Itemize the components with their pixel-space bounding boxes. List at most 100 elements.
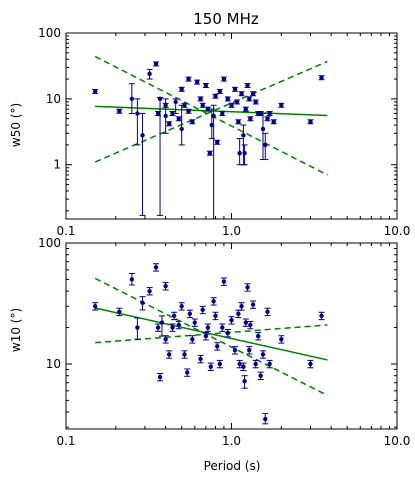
data-point	[117, 309, 122, 314]
data-point	[147, 288, 152, 294]
data-point	[243, 320, 248, 325]
x-tick-label: 1.0	[222, 224, 241, 238]
data-point	[171, 313, 177, 319]
data-point	[208, 364, 214, 369]
data-point	[140, 300, 145, 306]
data-point	[157, 374, 163, 380]
x-tick-label: 10.0	[384, 224, 411, 238]
data-point	[187, 311, 193, 316]
plot-content	[92, 55, 328, 219]
x-tick-label: 0.1	[56, 434, 75, 448]
confidence-line	[94, 60, 328, 163]
data-point	[192, 320, 197, 325]
data-point	[265, 309, 270, 314]
data-point	[247, 347, 252, 353]
data-point	[217, 361, 223, 367]
chart-title: 150 MHz	[193, 10, 259, 28]
data-point	[157, 96, 163, 102]
data-point	[260, 126, 266, 132]
data-point	[163, 103, 168, 108]
y-tick-label: 1	[53, 158, 61, 172]
data-point	[170, 325, 175, 330]
data-point	[203, 333, 209, 339]
y-axis-label: w50 (°)	[9, 103, 23, 147]
data-point	[159, 320, 165, 325]
data-point	[250, 302, 256, 307]
data-point	[200, 307, 205, 313]
data-point	[229, 318, 234, 323]
chart-w10: w10 (°) Period (s) 0.1 1.0 10.0 10 100	[9, 236, 410, 473]
data-point	[200, 103, 205, 108]
data-point	[203, 83, 209, 88]
y-tick-label: 10	[46, 357, 61, 371]
data-point	[253, 99, 258, 105]
data-point	[220, 325, 225, 330]
data-point	[163, 283, 168, 289]
data-point	[117, 108, 122, 114]
data-point	[267, 361, 272, 367]
data-point	[182, 103, 187, 108]
data-point	[170, 111, 175, 116]
confidence-line	[94, 277, 328, 397]
data-point	[253, 361, 258, 367]
data-point	[182, 352, 187, 357]
data-point	[135, 325, 140, 330]
data-point	[242, 379, 247, 384]
data-point	[179, 126, 184, 132]
data-point	[247, 96, 252, 102]
data-point	[166, 352, 172, 357]
data-point	[265, 116, 270, 121]
data-point	[217, 89, 223, 94]
data-point	[153, 265, 159, 270]
data-point	[176, 116, 181, 121]
data-point	[241, 133, 246, 138]
data-point	[129, 277, 135, 282]
data-point	[176, 322, 181, 328]
data-point	[213, 313, 218, 319]
data-point	[185, 370, 190, 375]
data-point	[211, 299, 216, 304]
y-axis-label: w10 (°)	[9, 308, 23, 352]
data-point	[215, 139, 220, 145]
data-point	[250, 91, 256, 96]
data-point	[225, 96, 231, 102]
y-tick-label: 10	[46, 92, 61, 106]
x-tick-label: 10.0	[384, 434, 411, 448]
data-point	[190, 119, 195, 124]
data-point	[205, 325, 211, 330]
data-point	[135, 111, 140, 116]
data-point	[173, 99, 178, 105]
data-point	[236, 311, 241, 316]
data-point	[166, 121, 172, 126]
data-point	[232, 347, 238, 353]
data-point	[153, 61, 159, 67]
data-point	[92, 89, 98, 94]
data-point	[186, 76, 191, 82]
data-point	[190, 337, 195, 342]
data-point	[319, 75, 324, 80]
data-point	[155, 325, 161, 330]
data-point	[236, 119, 241, 124]
plot-area-w10: 0.1 1.0 10.0 10 100	[38, 236, 410, 448]
data-point	[129, 96, 135, 102]
data-point	[179, 87, 184, 92]
confidence-line	[95, 324, 328, 344]
x-axis-label: Period (s)	[204, 459, 261, 473]
y-tick-label: 100	[38, 236, 61, 250]
data-point	[213, 93, 218, 99]
data-point	[232, 87, 238, 92]
data-point	[237, 150, 242, 156]
data-point	[279, 103, 284, 108]
data-point	[234, 99, 240, 105]
data-point	[319, 313, 324, 319]
fit-line	[94, 307, 328, 361]
data-point	[243, 106, 248, 112]
data-point	[209, 122, 214, 128]
data-point	[229, 103, 234, 108]
data-point	[308, 361, 313, 367]
data-point	[239, 91, 244, 96]
y-tick-label: 100	[38, 26, 61, 40]
data-point	[211, 113, 216, 119]
data-point	[207, 150, 213, 156]
